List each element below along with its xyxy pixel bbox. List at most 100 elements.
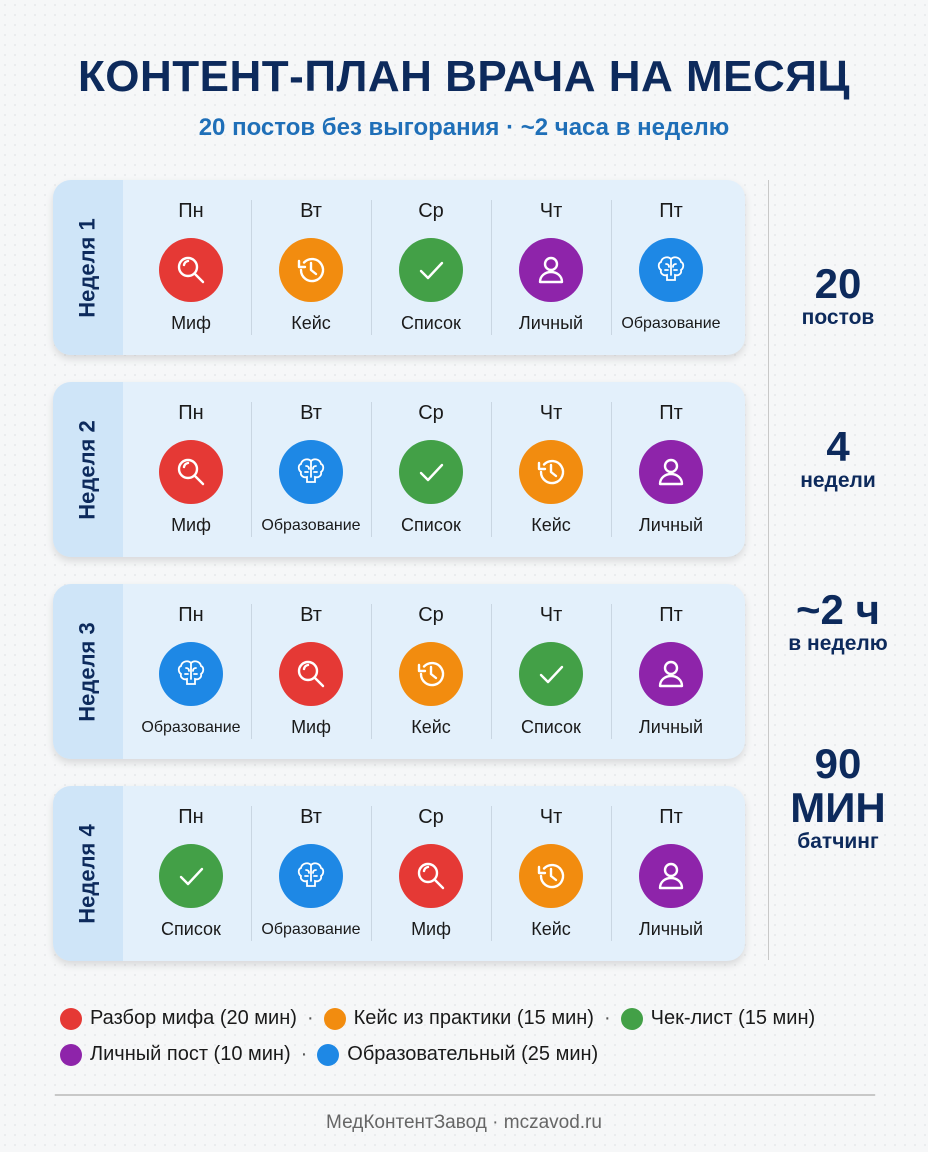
column-divider <box>251 402 252 537</box>
post-type-label: Образование <box>261 517 361 534</box>
day-name: Пн <box>178 200 204 222</box>
brain-icon <box>639 238 703 302</box>
brain-icon <box>159 642 223 706</box>
column-divider <box>251 200 252 335</box>
column-divider <box>371 402 372 537</box>
day-name: Ср <box>418 200 444 222</box>
day-name: Чт <box>539 402 563 424</box>
post-type-label: Список <box>401 313 461 333</box>
brain-icon <box>279 440 343 504</box>
stat: 20 постов <box>778 262 898 330</box>
day-cell: Пн Образование <box>131 584 251 759</box>
post-type-label: Кейс <box>411 717 451 737</box>
legend-item: Чек-лист (15 мин) <box>650 1007 816 1029</box>
legend-color-dot <box>620 1007 643 1030</box>
day-cell: Пн Список <box>131 786 251 961</box>
day-cell: Ср Список <box>371 382 491 557</box>
legend-item: Личный пост (10 мин) <box>90 1043 291 1065</box>
column-divider <box>611 604 612 739</box>
day-cell: Чт Список <box>491 584 611 759</box>
day-cell: Вт Кейс <box>251 180 371 355</box>
day-cell: Вт Миф <box>251 584 371 759</box>
post-type-label: Образование <box>621 315 721 332</box>
separator-dot: · <box>300 1043 308 1065</box>
post-type-label: Кейс <box>291 313 331 333</box>
week-label-text: Неделя 1 <box>75 217 101 318</box>
column-divider <box>611 402 612 537</box>
day-cell: Пт Личный <box>611 382 731 557</box>
legend-item: Разбор мифа (20 мин) <box>90 1007 297 1029</box>
history-icon <box>279 238 343 302</box>
legend-item: Образовательный (25 мин) <box>347 1043 599 1065</box>
column-divider <box>491 604 492 739</box>
column-divider <box>491 402 492 537</box>
day-cell: Чт Кейс <box>491 786 611 961</box>
column-divider <box>611 806 612 941</box>
legend-row: Разбор мифа (20 мин) · Кейс из практики (1… <box>60 1007 815 1030</box>
post-type-label: Кейс <box>531 919 571 939</box>
day-name: Пн <box>178 806 204 828</box>
day-name: Пт <box>659 402 683 424</box>
column-divider <box>491 806 492 941</box>
week-label: Неделя 3 <box>53 584 123 759</box>
day-name: Пт <box>659 200 683 222</box>
post-type-label: Миф <box>291 717 331 737</box>
post-type-label: Миф <box>171 313 211 333</box>
day-cell: Чт Личный <box>491 180 611 355</box>
separator-dot: · <box>603 1007 611 1029</box>
day-cell: Вт Образование <box>251 382 371 557</box>
week-label-text: Неделя 2 <box>75 419 101 520</box>
legend-color-dot <box>60 1007 82 1030</box>
post-type-label: Миф <box>411 919 451 939</box>
person-icon <box>639 440 703 504</box>
stat: 4 недели <box>778 425 898 493</box>
day-cell: Пт Личный <box>611 584 731 759</box>
search-icon <box>159 440 223 504</box>
search-icon <box>279 642 343 706</box>
page-title: КОНТЕНТ-ПЛАН ВРАЧА НА МЕСЯЦ <box>77 52 851 101</box>
day-cell: Ср Список <box>371 180 491 355</box>
post-type-label: Личный <box>638 919 704 939</box>
week-label-text: Неделя 3 <box>75 621 101 722</box>
day-cell: Пн Миф <box>131 382 251 557</box>
check-icon <box>399 440 463 504</box>
column-divider <box>251 806 252 941</box>
post-type-label: Образование <box>261 921 361 938</box>
search-icon <box>159 238 223 302</box>
post-type-label: Миф <box>171 515 211 535</box>
check-icon <box>399 238 463 302</box>
week-label: Неделя 2 <box>53 382 123 557</box>
history-icon <box>519 844 583 908</box>
column-divider <box>371 200 372 335</box>
brain-icon <box>279 844 343 908</box>
search-icon <box>399 844 463 908</box>
day-cell: Пт Образование <box>611 180 731 355</box>
day-cell: Вт Образование <box>251 786 371 961</box>
day-name: Вт <box>300 806 322 828</box>
column-divider <box>491 200 492 335</box>
legend-color-dot <box>323 1007 346 1030</box>
legend-color-dot <box>60 1043 82 1066</box>
legend-row: Личный пост (10 мин) · Образовательный (25… <box>60 1043 598 1066</box>
stat-value: ~2 ч <box>796 586 880 633</box>
day-cell: Пн Миф <box>131 180 251 355</box>
day-cell: Чт Кейс <box>491 382 611 557</box>
stat-value: 20 <box>814 260 862 307</box>
stat-value: 4 <box>826 423 850 470</box>
post-type-label: Список <box>161 919 221 939</box>
day-name: Пн <box>178 604 204 626</box>
day-cell: Ср Миф <box>371 786 491 961</box>
week-card: Неделя 1 Пн Миф Вт Кейс Ср Список Чт Лич… <box>53 180 745 355</box>
day-name: Вт <box>300 200 322 222</box>
post-type-label: Список <box>521 717 581 737</box>
day-cell: Пт Личный <box>611 786 731 961</box>
divider <box>768 180 769 960</box>
check-icon <box>159 844 223 908</box>
week-card: Неделя 2 Пн Миф Вт Образование Ср Список… <box>53 382 745 557</box>
column-divider <box>251 604 252 739</box>
day-name: Пн <box>178 402 204 424</box>
week-label: Неделя 4 <box>53 786 123 961</box>
post-type-label: Личный <box>638 717 704 737</box>
week-card: Неделя 3 Пн Образование Вт Миф Ср Кейс Ч… <box>53 584 745 759</box>
